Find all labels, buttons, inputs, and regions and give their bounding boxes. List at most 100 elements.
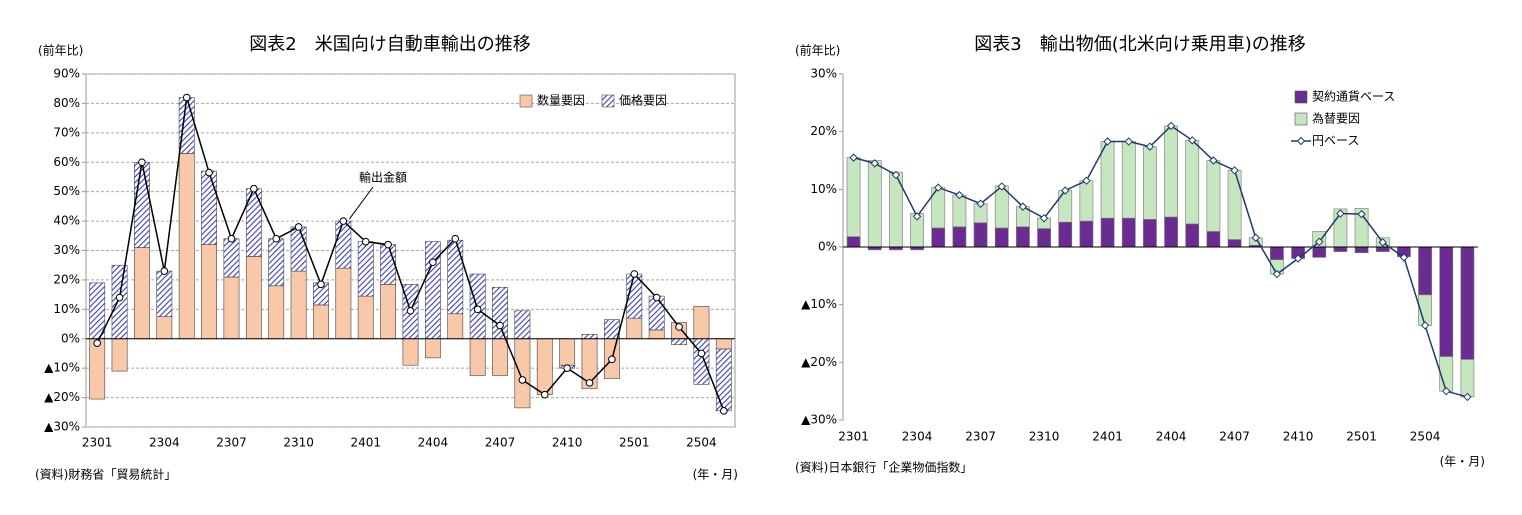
bar	[1375, 246, 1390, 252]
point	[1018, 202, 1028, 211]
point	[652, 293, 661, 302]
x-tick-label: 2401	[1092, 430, 1123, 444]
legend-swatch	[601, 94, 615, 108]
bar	[1185, 223, 1200, 248]
point	[1145, 142, 1155, 151]
bar	[111, 264, 128, 340]
bar	[994, 227, 1009, 248]
point	[720, 407, 728, 415]
point	[955, 190, 964, 200]
point	[317, 280, 325, 289]
bar	[559, 338, 576, 366]
bar	[156, 316, 173, 340]
bar	[469, 338, 486, 376]
y-tick-label: ▲10%	[801, 297, 837, 311]
bar	[693, 306, 710, 340]
x-axis-label: (年・月)	[1440, 455, 1485, 469]
point	[934, 183, 943, 192]
bar	[335, 220, 352, 269]
point	[608, 355, 616, 364]
point	[1315, 237, 1324, 247]
x-tick-label: 2307	[965, 430, 996, 444]
bar	[952, 194, 967, 228]
bar	[1185, 140, 1200, 225]
point	[912, 212, 922, 221]
point	[1061, 186, 1070, 195]
point	[870, 159, 879, 168]
bar	[1121, 141, 1136, 219]
point	[272, 234, 281, 243]
point	[294, 223, 303, 231]
bar	[693, 338, 710, 385]
bar	[514, 310, 531, 340]
bar	[1227, 239, 1242, 248]
y-tick-label: 30%	[810, 67, 837, 81]
point	[205, 168, 213, 177]
bar	[536, 338, 553, 395]
x-tick-label: 2410	[1283, 430, 1314, 444]
point	[384, 240, 392, 249]
point	[406, 307, 415, 315]
legend-label: 円ベース	[1312, 134, 1359, 148]
legend-label: 為替要因	[1312, 112, 1360, 126]
legend-swatch	[1294, 112, 1308, 126]
point	[1124, 137, 1133, 146]
point	[93, 339, 101, 347]
bar	[846, 157, 861, 237]
bar	[134, 161, 150, 248]
bar	[1227, 170, 1242, 240]
point	[182, 93, 191, 102]
x-tick-label: 2307	[216, 436, 247, 450]
x-tick-label: 2301	[82, 436, 113, 450]
x-tick-label: 2304	[149, 436, 180, 450]
legend-swatch	[1294, 90, 1308, 104]
point	[227, 234, 236, 243]
x-axis-label: (年・月)	[693, 468, 738, 482]
y-tick-label: 10%	[810, 182, 837, 196]
bar	[1439, 356, 1454, 392]
bar	[245, 256, 262, 340]
y-tick-label: 80%	[53, 96, 80, 110]
x-tick-label: 2404	[1156, 430, 1187, 444]
x-tick-label: 2410	[552, 436, 583, 450]
bar	[1121, 217, 1136, 248]
bar	[89, 338, 106, 400]
annotation: 輸出金額	[359, 170, 407, 185]
point	[1188, 136, 1197, 145]
bar	[1206, 160, 1221, 232]
y-tick-label: 0%	[61, 331, 80, 345]
point	[1378, 238, 1387, 247]
bar	[1100, 217, 1115, 248]
x-tick-label: 2401	[350, 436, 381, 450]
bar	[604, 319, 620, 340]
y-tick-label: ▲30%	[44, 420, 80, 434]
point	[1399, 253, 1409, 262]
y-tick-label: 20%	[810, 124, 837, 138]
bar	[715, 348, 732, 412]
bar	[1079, 220, 1094, 248]
bar	[89, 282, 106, 340]
legend-label: 数量要因	[537, 93, 585, 108]
y-tick-label: 30%	[53, 243, 80, 257]
point	[1039, 213, 1049, 223]
x-tick-label: 2301	[838, 430, 869, 444]
bar	[1143, 146, 1157, 220]
bar	[1460, 246, 1475, 360]
x-tick-label: 2501	[619, 436, 650, 450]
x-tick-label: 2310	[283, 436, 314, 450]
x-tick-label: 2404	[418, 436, 449, 450]
bar	[1143, 219, 1157, 248]
bar	[223, 238, 240, 278]
y-tick-label: 10%	[53, 302, 80, 316]
point	[250, 184, 258, 193]
bar	[994, 185, 1009, 229]
y-tick-label: ▲20%	[44, 390, 80, 404]
point	[1230, 166, 1239, 175]
point	[1463, 392, 1472, 402]
bar	[648, 329, 665, 340]
bar	[290, 270, 307, 340]
point	[361, 237, 370, 246]
point	[540, 390, 549, 399]
point	[1420, 321, 1430, 330]
point	[429, 258, 437, 267]
